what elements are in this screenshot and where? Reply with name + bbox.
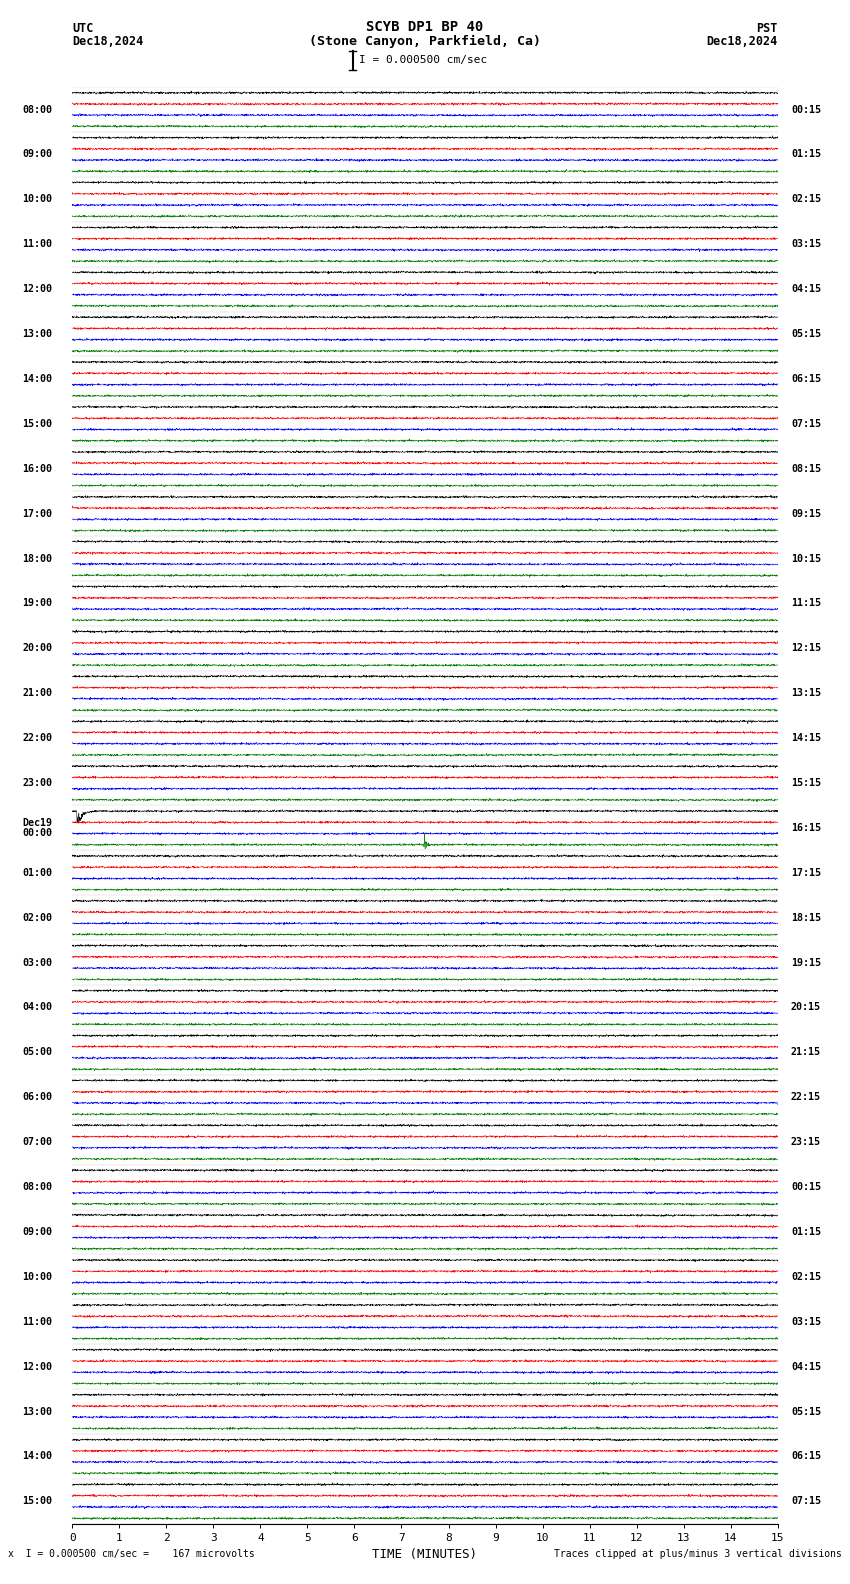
- Text: 02:15: 02:15: [790, 1272, 821, 1281]
- Text: 22:00: 22:00: [22, 733, 53, 743]
- Text: 12:00: 12:00: [22, 284, 53, 295]
- Text: PST: PST: [756, 22, 778, 35]
- Text: 01:15: 01:15: [790, 149, 821, 160]
- Text: 18:15: 18:15: [790, 912, 821, 923]
- Text: 17:00: 17:00: [22, 508, 53, 518]
- Text: 23:15: 23:15: [790, 1137, 821, 1147]
- Text: UTC: UTC: [72, 22, 94, 35]
- Text: 06:15: 06:15: [790, 374, 821, 383]
- Text: 16:15: 16:15: [790, 824, 821, 833]
- Text: 09:00: 09:00: [22, 149, 53, 160]
- Text: 02:15: 02:15: [790, 195, 821, 204]
- Text: 20:00: 20:00: [22, 643, 53, 653]
- Text: 00:15: 00:15: [790, 105, 821, 114]
- Text: 07:15: 07:15: [790, 418, 821, 429]
- Text: 12:15: 12:15: [790, 643, 821, 653]
- Text: 11:15: 11:15: [790, 599, 821, 608]
- Text: 14:00: 14:00: [22, 1451, 53, 1462]
- Text: 06:00: 06:00: [22, 1093, 53, 1102]
- Text: x  I = 0.000500 cm/sec =    167 microvolts: x I = 0.000500 cm/sec = 167 microvolts: [8, 1549, 255, 1559]
- Text: 21:15: 21:15: [790, 1047, 821, 1058]
- Text: 04:15: 04:15: [790, 284, 821, 295]
- Text: 20:15: 20:15: [790, 1003, 821, 1012]
- Text: 22:15: 22:15: [790, 1093, 821, 1102]
- Text: 15:00: 15:00: [22, 1497, 53, 1506]
- Text: SCYB DP1 BP 40: SCYB DP1 BP 40: [366, 21, 484, 33]
- Text: 07:00: 07:00: [22, 1137, 53, 1147]
- Text: 10:00: 10:00: [22, 1272, 53, 1281]
- Text: 07:15: 07:15: [790, 1497, 821, 1506]
- Text: 06:15: 06:15: [790, 1451, 821, 1462]
- Text: Dec19
00:00: Dec19 00:00: [22, 817, 53, 838]
- Text: 05:15: 05:15: [790, 329, 821, 339]
- Text: 16:00: 16:00: [22, 464, 53, 474]
- Text: 05:15: 05:15: [790, 1407, 821, 1416]
- Text: 14:15: 14:15: [790, 733, 821, 743]
- Text: 11:00: 11:00: [22, 1316, 53, 1327]
- Text: Traces clipped at plus/minus 3 vertical divisions: Traces clipped at plus/minus 3 vertical …: [553, 1549, 842, 1559]
- Text: 10:00: 10:00: [22, 195, 53, 204]
- Text: 00:15: 00:15: [790, 1182, 821, 1193]
- Text: 08:00: 08:00: [22, 1182, 53, 1193]
- Text: 03:00: 03:00: [22, 958, 53, 968]
- Text: 08:00: 08:00: [22, 105, 53, 114]
- Text: 23:00: 23:00: [22, 778, 53, 787]
- Text: 18:00: 18:00: [22, 553, 53, 564]
- Text: 10:15: 10:15: [790, 553, 821, 564]
- Text: 13:00: 13:00: [22, 329, 53, 339]
- Text: Dec18,2024: Dec18,2024: [706, 35, 778, 48]
- Text: 05:00: 05:00: [22, 1047, 53, 1058]
- Text: 17:15: 17:15: [790, 868, 821, 878]
- Text: 03:15: 03:15: [790, 1316, 821, 1327]
- Text: 14:00: 14:00: [22, 374, 53, 383]
- Text: 12:00: 12:00: [22, 1362, 53, 1372]
- X-axis label: TIME (MINUTES): TIME (MINUTES): [372, 1549, 478, 1562]
- Text: 13:15: 13:15: [790, 687, 821, 699]
- Text: 09:00: 09:00: [22, 1228, 53, 1237]
- Text: 04:15: 04:15: [790, 1362, 821, 1372]
- Text: 02:00: 02:00: [22, 912, 53, 923]
- Text: (Stone Canyon, Parkfield, Ca): (Stone Canyon, Parkfield, Ca): [309, 35, 541, 48]
- Text: 13:00: 13:00: [22, 1407, 53, 1416]
- Text: 15:00: 15:00: [22, 418, 53, 429]
- Text: 01:00: 01:00: [22, 868, 53, 878]
- Text: 04:00: 04:00: [22, 1003, 53, 1012]
- Text: Dec18,2024: Dec18,2024: [72, 35, 144, 48]
- Text: 01:15: 01:15: [790, 1228, 821, 1237]
- Text: 21:00: 21:00: [22, 687, 53, 699]
- Text: 19:15: 19:15: [790, 958, 821, 968]
- Text: 09:15: 09:15: [790, 508, 821, 518]
- Text: 03:15: 03:15: [790, 239, 821, 249]
- Text: I = 0.000500 cm/sec: I = 0.000500 cm/sec: [359, 55, 487, 65]
- Text: 19:00: 19:00: [22, 599, 53, 608]
- Text: 08:15: 08:15: [790, 464, 821, 474]
- Text: 15:15: 15:15: [790, 778, 821, 787]
- Text: 11:00: 11:00: [22, 239, 53, 249]
